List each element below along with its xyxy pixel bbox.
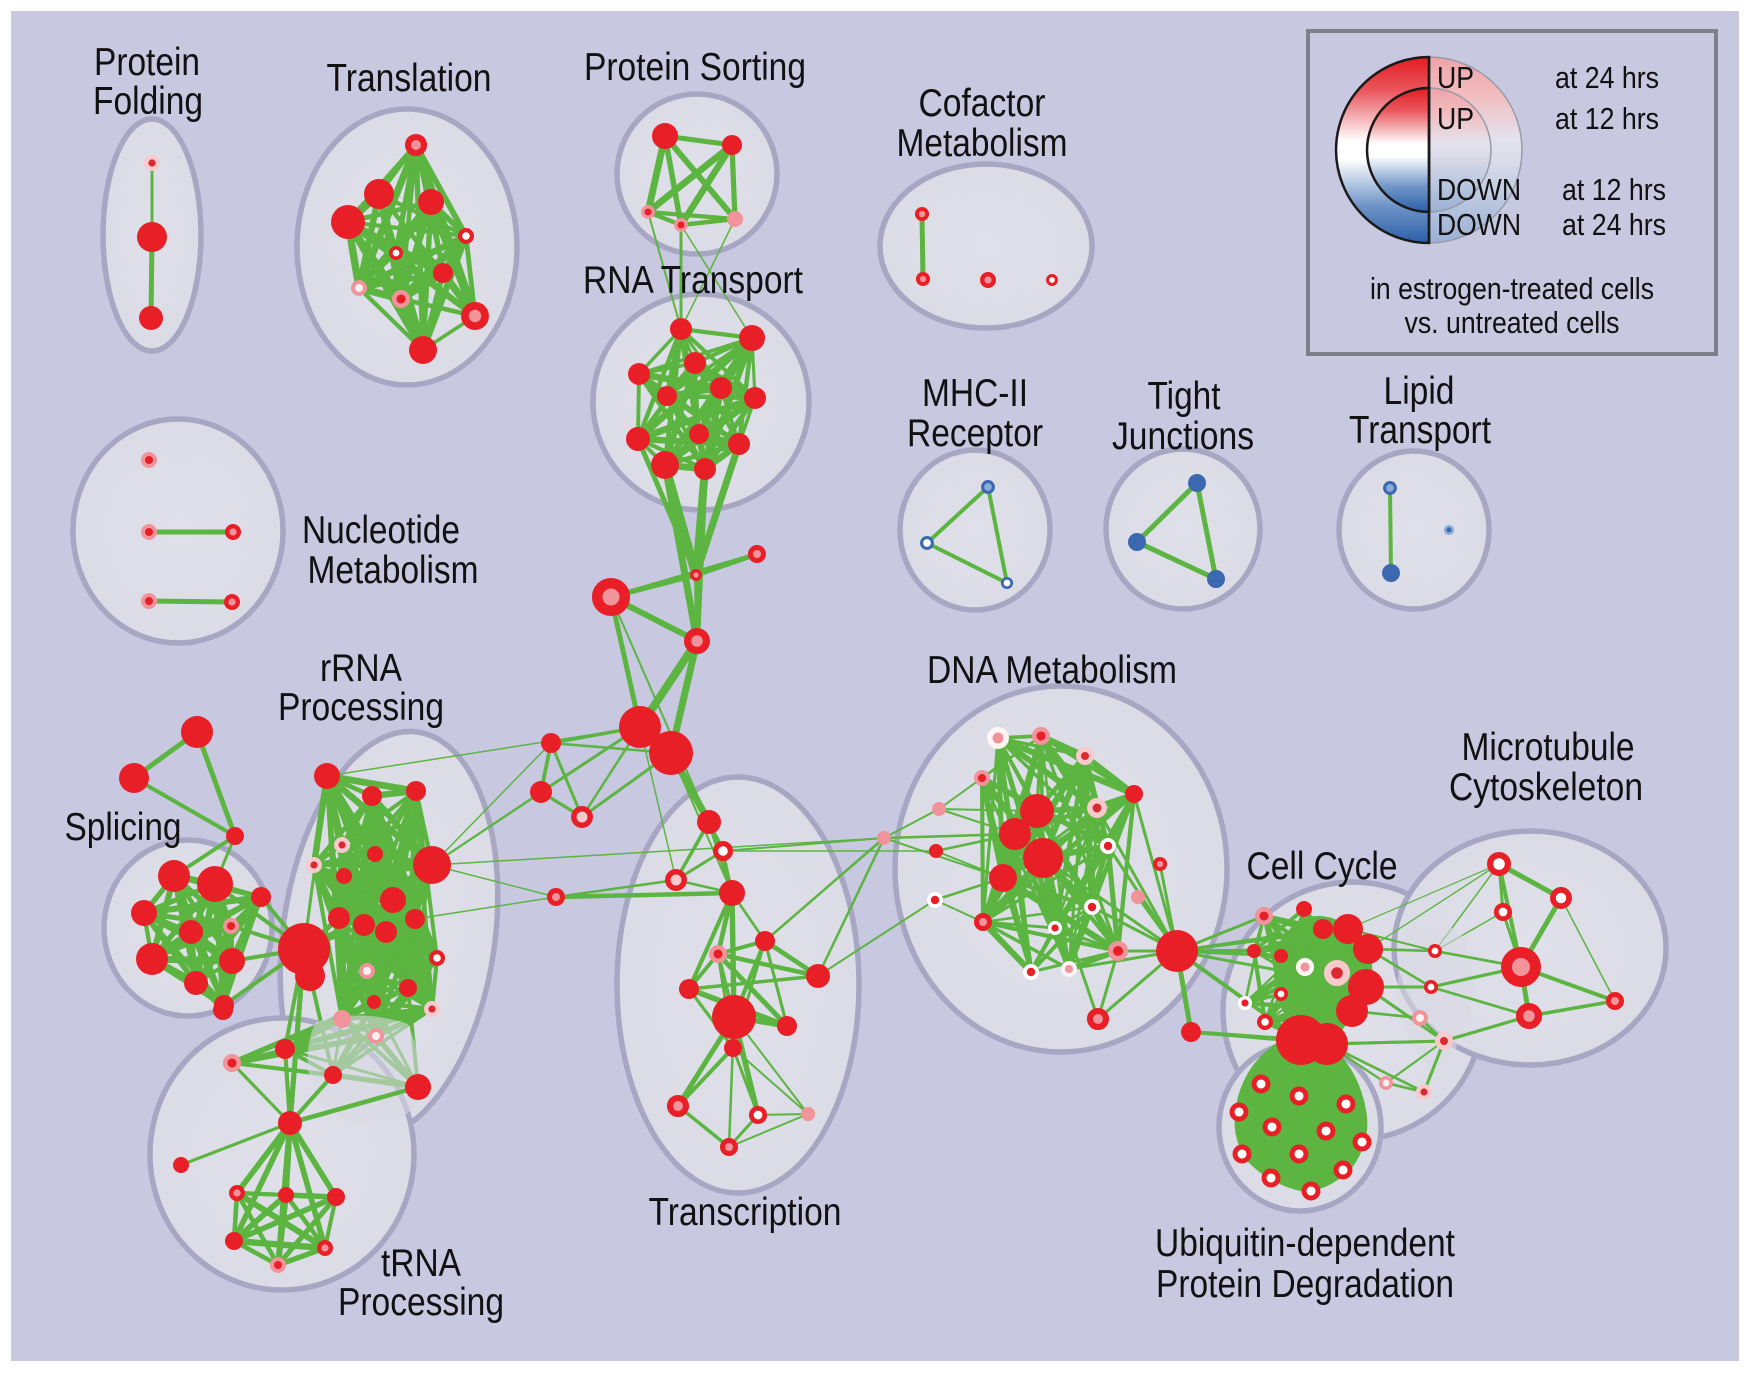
svg-text:vs. untreated cells: vs. untreated cells bbox=[1405, 305, 1620, 340]
svg-text:DOWN: DOWN bbox=[1437, 207, 1521, 242]
svg-text:Transcription: Transcription bbox=[649, 1191, 842, 1234]
svg-text:Processing: Processing bbox=[278, 686, 444, 729]
svg-text:UP: UP bbox=[1437, 101, 1474, 136]
svg-text:Metabolism: Metabolism bbox=[897, 122, 1068, 165]
svg-text:at 24 hrs: at 24 hrs bbox=[1562, 207, 1666, 242]
svg-text:Nucleotide: Nucleotide bbox=[302, 509, 460, 552]
svg-text:at 24 hrs: at 24 hrs bbox=[1555, 60, 1659, 95]
svg-text:UP: UP bbox=[1437, 60, 1474, 95]
svg-text:Cell Cycle: Cell Cycle bbox=[1247, 845, 1398, 888]
svg-text:Protein Degradation: Protein Degradation bbox=[1156, 1263, 1454, 1306]
svg-text:Processing: Processing bbox=[338, 1281, 504, 1324]
svg-text:at 12 hrs: at 12 hrs bbox=[1555, 101, 1659, 136]
svg-text:Transport: Transport bbox=[1349, 409, 1491, 452]
svg-text:Ubiquitin-dependent: Ubiquitin-dependent bbox=[1155, 1222, 1455, 1265]
svg-text:Lipid: Lipid bbox=[1384, 370, 1455, 413]
svg-text:tRNA: tRNA bbox=[381, 1242, 461, 1285]
svg-text:RNA Transport: RNA Transport bbox=[583, 259, 803, 302]
svg-text:Junctions: Junctions bbox=[1112, 415, 1254, 458]
svg-text:Translation: Translation bbox=[327, 57, 492, 100]
svg-text:at 12 hrs: at 12 hrs bbox=[1562, 172, 1666, 207]
svg-text:Folding: Folding bbox=[93, 80, 203, 123]
svg-text:DOWN: DOWN bbox=[1437, 172, 1521, 207]
svg-text:Microtubule: Microtubule bbox=[1462, 726, 1635, 769]
svg-text:Metabolism: Metabolism bbox=[308, 549, 479, 592]
svg-text:Protein Sorting: Protein Sorting bbox=[584, 46, 806, 89]
svg-text:Cofactor: Cofactor bbox=[919, 82, 1046, 125]
svg-text:DNA Metabolism: DNA Metabolism bbox=[927, 649, 1177, 692]
svg-text:Protein: Protein bbox=[94, 41, 200, 84]
svg-text:Tight: Tight bbox=[1148, 375, 1221, 418]
svg-text:rRNA: rRNA bbox=[320, 647, 402, 690]
svg-text:MHC-II: MHC-II bbox=[922, 372, 1028, 415]
svg-text:Cytoskeleton: Cytoskeleton bbox=[1449, 766, 1643, 809]
svg-text:Splicing: Splicing bbox=[65, 806, 182, 849]
svg-text:Receptor: Receptor bbox=[907, 412, 1043, 455]
svg-text:in estrogen-treated cells: in estrogen-treated cells bbox=[1370, 271, 1654, 306]
